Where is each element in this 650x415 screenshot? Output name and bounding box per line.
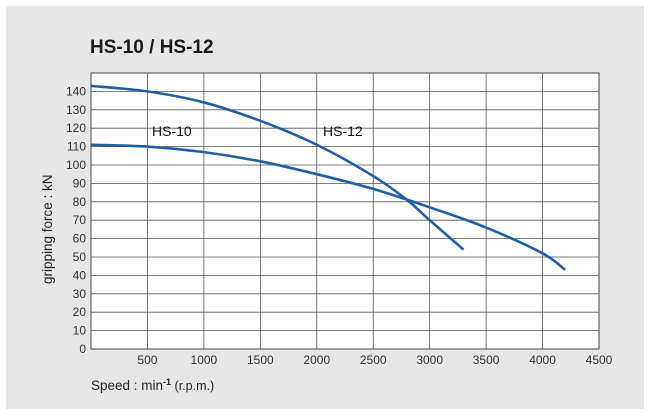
y-tick-label: 70 (73, 213, 87, 227)
y-axis-label: gripping force : kN (40, 174, 55, 284)
plot-area (91, 73, 599, 349)
x-tick-label: 2500 (360, 353, 387, 367)
series-label-hs-12: HS-12 (323, 123, 363, 139)
grid-lines (91, 73, 599, 350)
x-tick-label: 1500 (247, 353, 274, 367)
series-line-hs-10 (90, 143, 566, 271)
y-tick-label: 80 (73, 195, 87, 209)
y-tick-label: 130 (66, 103, 86, 117)
x-axis-ticks: 500 1000 1500 2000 2500 3000 3500 4000 4500 (137, 353, 612, 367)
y-tick-label: 120 (66, 121, 86, 135)
x-tick-label: 4500 (586, 353, 613, 367)
y-tick-label: 0 (79, 342, 86, 356)
plot-frame (90, 72, 600, 350)
x-tick-label: 2000 (303, 353, 330, 367)
x-tick-label: 3000 (416, 353, 443, 367)
y-tick-label: 110 (67, 140, 86, 154)
x-axis-label-main: Speed : min (91, 378, 163, 393)
y-tick-label: 60 (73, 232, 87, 246)
y-tick-label: 100 (66, 158, 86, 172)
series-lines (90, 84, 566, 271)
x-tick-label: 4000 (529, 353, 556, 367)
y-tick-label: 30 (73, 287, 87, 301)
x-tick-label: 1000 (191, 353, 218, 367)
chart-title: HS-10 / HS-12 (90, 37, 214, 58)
x-axis-label-exponent: -1 (163, 377, 171, 387)
y-axis-ticks: 0 10 20 30 40 50 60 70 80 90 100 110 120 130 140 (66, 84, 86, 356)
x-tick-label: 3500 (473, 353, 500, 367)
y-tick-label: 20 (73, 305, 87, 319)
x-axis-label-unit: (r.p.m.) (171, 379, 214, 393)
x-axis-label: Speed : min-1 (r.p.m.) (91, 377, 214, 393)
y-tick-label: 10 (73, 324, 87, 338)
y-tick-label: 140 (66, 84, 86, 98)
y-tick-label: 90 (73, 176, 87, 190)
series-label-hs-10: HS-10 (152, 123, 192, 139)
series-line-hs-12 (90, 84, 465, 251)
x-tick-label: 500 (137, 353, 157, 367)
y-tick-label: 40 (73, 268, 87, 282)
y-tick-label: 50 (73, 250, 87, 264)
